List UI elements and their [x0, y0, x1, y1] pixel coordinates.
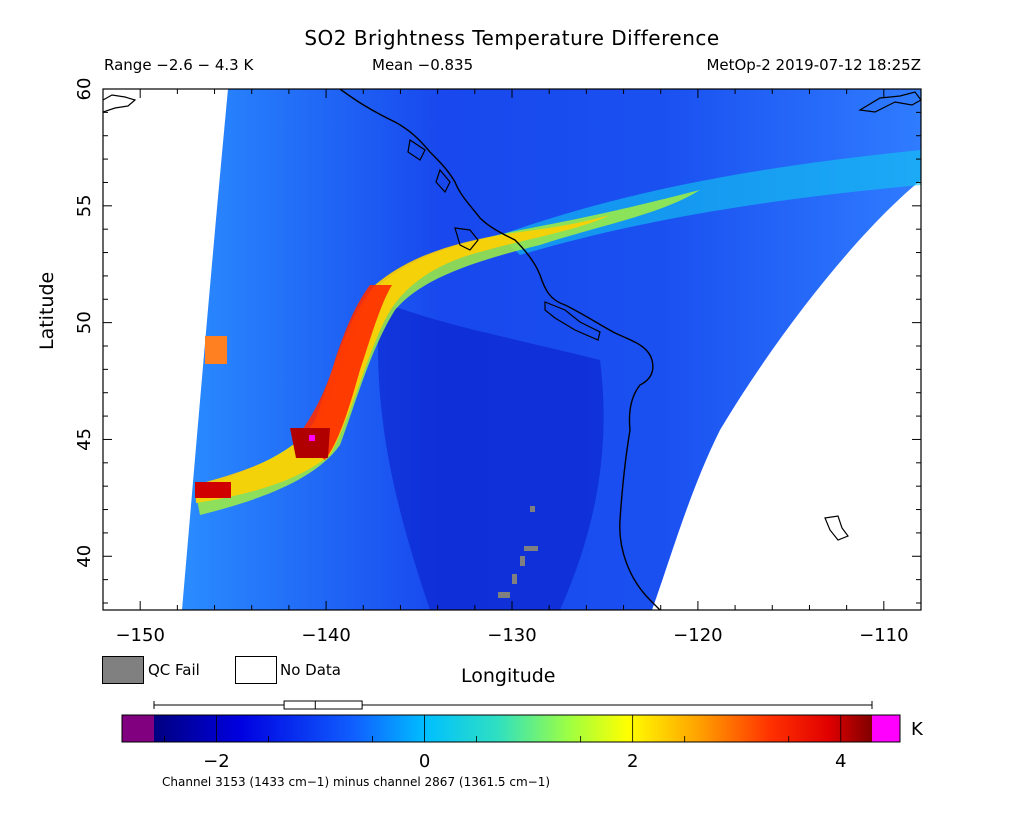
x-tick-label: −150: [115, 625, 164, 646]
plume-maximum-red: [295, 285, 392, 460]
x-tick-label: −120: [673, 625, 722, 646]
y-axis-label: Latitude: [36, 271, 58, 350]
colorbar-ticks: −2 0 2 4: [164, 715, 847, 772]
x-tick-label: −130: [487, 625, 536, 646]
colorbar: −2 0 2 4: [121, 714, 901, 772]
x-axis-ticks: −150 −140 −130 −120 −110: [102, 89, 922, 646]
colorbar-tick-label: 2: [627, 751, 638, 772]
plume-west-orange: [205, 336, 227, 364]
magenta-pixel: [309, 435, 315, 441]
y-tick-label: 40: [74, 545, 95, 568]
y-tick-label: 50: [74, 311, 95, 334]
y-axis-ticks: 60 55 50 45 40: [74, 78, 921, 604]
colorbar-gradient: [154, 715, 872, 742]
low-values-region: [378, 300, 604, 610]
plume-core: [195, 215, 610, 503]
plume-maximum-darkred: [290, 428, 330, 458]
colorbar-tick-label: 0: [419, 751, 430, 772]
channel-footnote: Channel 3153 (1433 cm−1) minus channel 2…: [162, 775, 551, 789]
satellite-time-text: MetOp-2 2019-07-12 18:25Z: [706, 56, 921, 74]
coastline-northwest: [103, 94, 137, 113]
chart-title: SO2 Brightness Temperature Difference: [304, 26, 720, 50]
range-text: Range −2.6 − 4.3 K: [104, 56, 254, 74]
x-tick-label: −110: [859, 625, 908, 646]
colorbar-over: [872, 715, 900, 742]
coastline: [339, 89, 661, 610]
legend-no-data-swatch: [235, 656, 277, 684]
mean-text: Mean −0.835: [372, 56, 474, 74]
data-swath: [103, 89, 921, 610]
value-distribution-boxplot: [153, 700, 873, 710]
cyan-band-northeast: [500, 150, 921, 255]
y-tick-label: 45: [74, 428, 95, 451]
legend-qc-fail-swatch: [102, 656, 144, 684]
plume-west-red: [195, 482, 231, 498]
colorbar-unit: K: [911, 719, 923, 740]
colorbar-under: [122, 715, 154, 742]
y-tick-label: 55: [74, 194, 95, 217]
boxplot-box: [283, 700, 363, 710]
coastline-islands: [407, 138, 849, 541]
coastline-northeast: [858, 91, 921, 113]
colorbar-tick-label: −2: [203, 751, 230, 772]
colorbar-frame: [121, 714, 901, 743]
legend-qc-fail-label: QC Fail: [148, 661, 200, 679]
x-axis-label: Longitude: [461, 665, 556, 687]
y-tick-label: 60: [74, 78, 95, 101]
colorbar-tick-label: 4: [835, 751, 846, 772]
x-tick-label: −140: [301, 625, 350, 646]
legend-no-data-label: No Data: [280, 661, 341, 679]
